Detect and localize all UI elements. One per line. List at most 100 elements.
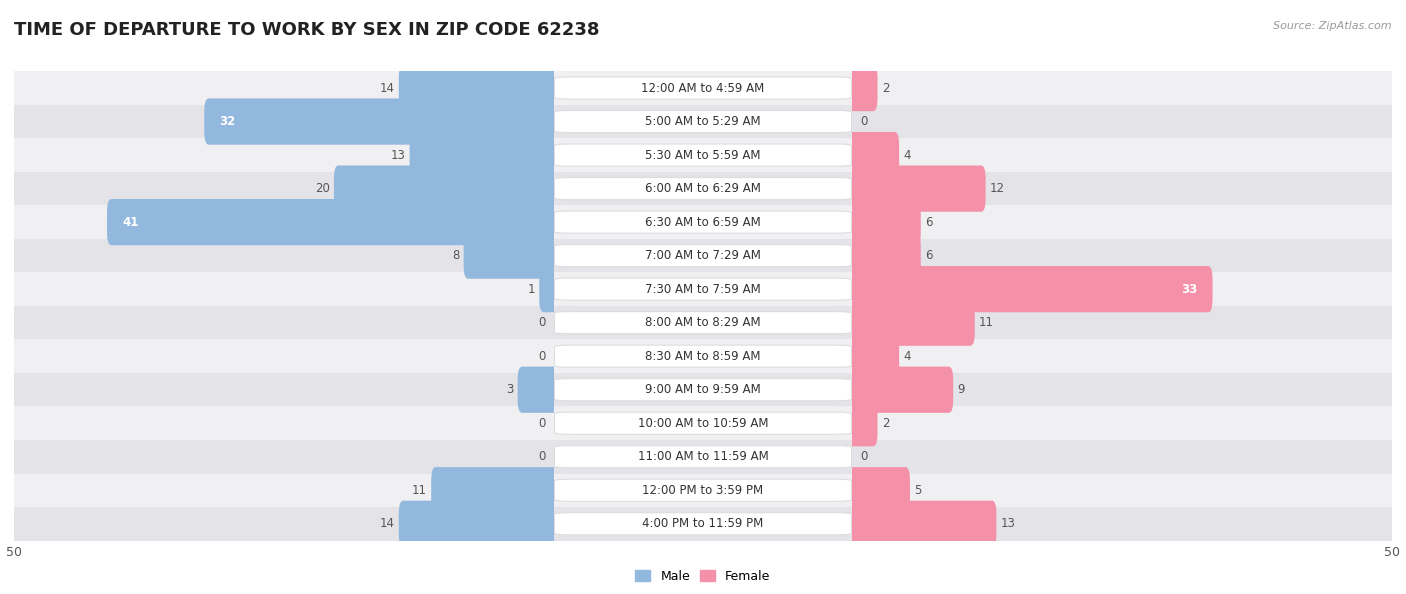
FancyBboxPatch shape (540, 266, 558, 312)
FancyBboxPatch shape (554, 446, 852, 468)
FancyBboxPatch shape (409, 132, 558, 178)
FancyBboxPatch shape (554, 312, 852, 334)
Text: 0: 0 (538, 417, 546, 429)
Bar (14, 507, 554, 541)
Bar (554, 306, 852, 339)
Text: 9: 9 (957, 383, 965, 396)
Bar (14, 306, 554, 339)
Bar (14, 440, 554, 473)
Bar (852, 306, 1392, 339)
Legend: Male, Female: Male, Female (630, 565, 776, 587)
Text: 2: 2 (882, 81, 890, 94)
Text: 20: 20 (315, 182, 329, 195)
Text: 8:30 AM to 8:59 AM: 8:30 AM to 8:59 AM (645, 350, 761, 363)
Bar (14, 339, 554, 373)
Text: 0: 0 (538, 450, 546, 463)
Text: 1: 1 (527, 283, 534, 296)
Text: 13: 13 (1001, 517, 1015, 530)
Text: 7:30 AM to 7:59 AM: 7:30 AM to 7:59 AM (645, 283, 761, 296)
Text: 6:00 AM to 6:29 AM: 6:00 AM to 6:29 AM (645, 182, 761, 195)
Bar (554, 473, 852, 507)
Bar (554, 239, 852, 273)
FancyBboxPatch shape (554, 245, 852, 267)
Text: 12:00 AM to 4:59 AM: 12:00 AM to 4:59 AM (641, 81, 765, 94)
Text: 5: 5 (914, 484, 922, 497)
Bar (14, 473, 554, 507)
Text: 8:00 AM to 8:29 AM: 8:00 AM to 8:29 AM (645, 316, 761, 329)
FancyBboxPatch shape (848, 501, 997, 547)
FancyBboxPatch shape (554, 77, 852, 99)
FancyBboxPatch shape (848, 333, 900, 380)
Text: 14: 14 (380, 517, 395, 530)
Bar (852, 273, 1392, 306)
FancyBboxPatch shape (554, 378, 852, 401)
Text: 11: 11 (412, 484, 427, 497)
Bar (852, 373, 1392, 406)
Bar (554, 105, 852, 138)
Bar (554, 440, 852, 473)
Text: 0: 0 (860, 115, 868, 128)
Text: 12: 12 (990, 182, 1005, 195)
FancyBboxPatch shape (848, 467, 910, 513)
Bar (852, 507, 1392, 541)
Bar (14, 206, 554, 239)
Text: 5:30 AM to 5:59 AM: 5:30 AM to 5:59 AM (645, 148, 761, 162)
Text: TIME OF DEPARTURE TO WORK BY SEX IN ZIP CODE 62238: TIME OF DEPARTURE TO WORK BY SEX IN ZIP … (14, 21, 599, 39)
Text: 41: 41 (122, 216, 139, 229)
Text: 0: 0 (538, 350, 546, 363)
Text: 6: 6 (925, 216, 932, 229)
FancyBboxPatch shape (848, 299, 974, 346)
Bar (554, 339, 852, 373)
Text: 3: 3 (506, 383, 513, 396)
FancyBboxPatch shape (399, 65, 558, 111)
Text: 13: 13 (391, 148, 405, 162)
Text: 14: 14 (380, 81, 395, 94)
FancyBboxPatch shape (554, 278, 852, 300)
Bar (14, 71, 554, 105)
FancyBboxPatch shape (848, 65, 877, 111)
Text: 10:00 AM to 10:59 AM: 10:00 AM to 10:59 AM (638, 417, 768, 429)
Bar (554, 71, 852, 105)
Text: 33: 33 (1181, 283, 1198, 296)
Bar (852, 339, 1392, 373)
Text: 32: 32 (219, 115, 236, 128)
FancyBboxPatch shape (848, 166, 986, 211)
Text: 4: 4 (904, 148, 911, 162)
Text: 11:00 AM to 11:59 AM: 11:00 AM to 11:59 AM (638, 450, 768, 463)
Bar (14, 273, 554, 306)
Bar (852, 406, 1392, 440)
Bar (554, 406, 852, 440)
FancyBboxPatch shape (554, 412, 852, 434)
FancyBboxPatch shape (554, 144, 852, 166)
FancyBboxPatch shape (554, 479, 852, 501)
Text: 2: 2 (882, 417, 890, 429)
FancyBboxPatch shape (848, 199, 921, 245)
Bar (14, 406, 554, 440)
Bar (554, 138, 852, 172)
FancyBboxPatch shape (432, 467, 558, 513)
Bar (852, 239, 1392, 273)
Bar (554, 507, 852, 541)
Bar (14, 105, 554, 138)
Bar (14, 172, 554, 206)
Bar (852, 206, 1392, 239)
FancyBboxPatch shape (464, 232, 558, 279)
FancyBboxPatch shape (848, 366, 953, 413)
FancyBboxPatch shape (848, 400, 877, 446)
FancyBboxPatch shape (554, 345, 852, 367)
Text: 6: 6 (925, 249, 932, 262)
FancyBboxPatch shape (335, 166, 558, 211)
Text: 0: 0 (538, 316, 546, 329)
FancyBboxPatch shape (848, 132, 900, 178)
Text: 8: 8 (451, 249, 460, 262)
Bar (852, 172, 1392, 206)
Text: 11: 11 (979, 316, 994, 329)
Bar (554, 172, 852, 206)
FancyBboxPatch shape (107, 199, 558, 245)
FancyBboxPatch shape (517, 366, 558, 413)
FancyBboxPatch shape (848, 266, 1212, 312)
Bar (852, 473, 1392, 507)
Text: 6:30 AM to 6:59 AM: 6:30 AM to 6:59 AM (645, 216, 761, 229)
Text: 7:00 AM to 7:29 AM: 7:00 AM to 7:29 AM (645, 249, 761, 262)
FancyBboxPatch shape (554, 211, 852, 233)
